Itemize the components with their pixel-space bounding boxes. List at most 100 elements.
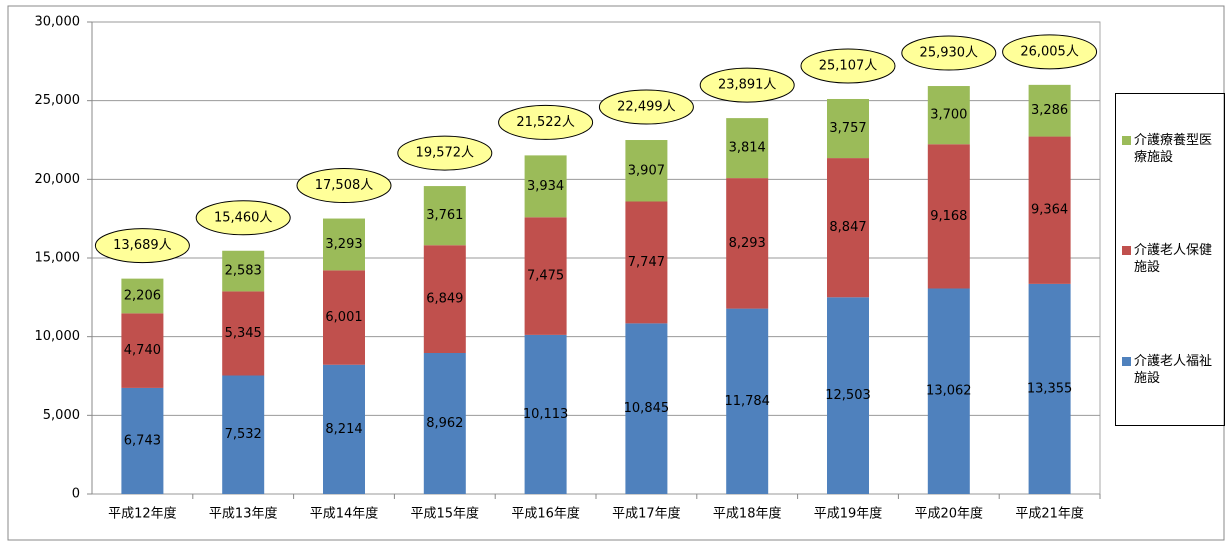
bar-segment [423,352,466,494]
legend-swatch [1122,356,1131,366]
data-label: 5,345 [225,326,262,341]
total-label: 15,460人 [214,210,273,225]
total-bubble [699,67,795,103]
data-label: 11,784 [724,394,770,409]
bar-segment [121,387,164,494]
data-label: 8,293 [729,236,766,251]
bar-segment [423,245,466,353]
legend-swatch [1122,246,1131,256]
y-tick-label: 0 [72,487,80,502]
y-tick-label: 15,000 [35,251,81,266]
bar-segment [524,217,567,335]
x-tick-label: 平成12年度 [108,506,177,522]
legend-entry: 介護老人保健施設 [1116,242,1224,276]
data-label: 6,849 [426,292,463,307]
bar-segment [827,297,869,494]
data-label: 2,206 [124,288,161,303]
legend-swatch [1122,136,1131,146]
bar-segment [1028,283,1071,494]
total-label: 13,689人 [113,238,172,253]
bar-segment [423,186,466,246]
bar-segment [323,364,365,494]
y-tick-label: 25,000 [35,93,81,108]
total-label: 21,522人 [516,115,575,130]
y-tick-label: 5,000 [43,408,80,423]
total-bubble [498,104,594,140]
legend-entry: 介護療養型医療施設 [1116,132,1224,166]
data-label: 12,503 [825,388,871,403]
bar-segment [927,86,970,145]
bar-segment [323,218,365,271]
bar-segment [625,323,668,494]
legend-label: 介護老人保健施設 [1134,243,1213,276]
bar-segment [121,278,164,314]
data-label: 3,293 [325,237,362,252]
data-label: 10,845 [624,401,670,416]
bar-segment [625,140,668,202]
total-label: 19,572人 [416,146,475,161]
total-label: 25,930人 [920,46,979,61]
total-label: 25,107人 [819,58,878,73]
data-label: 3,761 [426,208,463,223]
y-tick-label: 30,000 [35,15,81,30]
bar-segment [927,144,970,289]
data-label: 8,847 [829,220,866,235]
bar-segment [524,155,567,218]
data-label: 8,214 [325,422,362,437]
x-tick-label: 平成21年度 [1015,506,1084,522]
data-label: 13,062 [926,384,972,399]
bar-segment [323,270,365,365]
data-label: 3,700 [930,108,967,123]
total-bubble [94,228,190,264]
bar-segment [726,308,769,494]
data-label: 3,814 [729,141,766,156]
data-label: 2,583 [225,264,262,279]
bar-segment [625,201,668,324]
legend-entry: 介護老人福祉施設 [1116,353,1224,387]
bar-segment [827,98,869,159]
data-label: 7,475 [527,269,564,284]
data-label: 3,934 [527,179,564,194]
bar-segment [222,375,265,494]
data-label: 4,740 [124,343,161,358]
bar-segment [827,158,869,298]
bar-segment [222,291,265,376]
data-label: 13,355 [1027,381,1073,396]
bar-segment [121,313,164,388]
total-label: 23,891人 [718,78,777,93]
x-tick-label: 平成13年度 [209,506,278,522]
total-bubble [195,200,291,236]
total-bubble [397,135,493,171]
x-tick-label: 平成18年度 [713,506,782,522]
x-tick-label: 平成14年度 [310,506,379,522]
data-label: 7,747 [628,255,665,270]
x-tick-label: 平成15年度 [411,506,480,522]
x-tick-label: 平成16年度 [511,506,580,522]
legend-label: 介護老人福祉施設 [1134,353,1213,386]
total-bubble [800,48,896,84]
bar-segment [1028,136,1071,284]
bar-segment [1028,84,1071,137]
total-bubble [296,168,392,204]
total-bubble [598,89,694,125]
data-label: 3,757 [829,121,866,136]
data-label: 3,907 [628,163,665,178]
bar-segment [222,250,265,292]
data-label: 6,743 [124,433,161,448]
total-bubble [901,35,997,71]
data-label: 9,168 [930,209,967,224]
total-bubble [1002,34,1098,70]
bar-segment [726,118,769,179]
bar-segment [927,288,970,494]
bar-segment [726,178,769,309]
data-label: 3,286 [1031,103,1068,118]
data-label: 8,962 [426,416,463,431]
legend-label: 介護療養型医療施設 [1134,133,1213,166]
x-tick-label: 平成17年度 [612,506,681,522]
total-label: 26,005人 [1020,44,1079,59]
data-label: 9,364 [1031,203,1068,218]
total-label: 17,508人 [315,178,374,193]
data-label: 10,113 [523,407,569,422]
data-label: 7,532 [225,427,262,442]
